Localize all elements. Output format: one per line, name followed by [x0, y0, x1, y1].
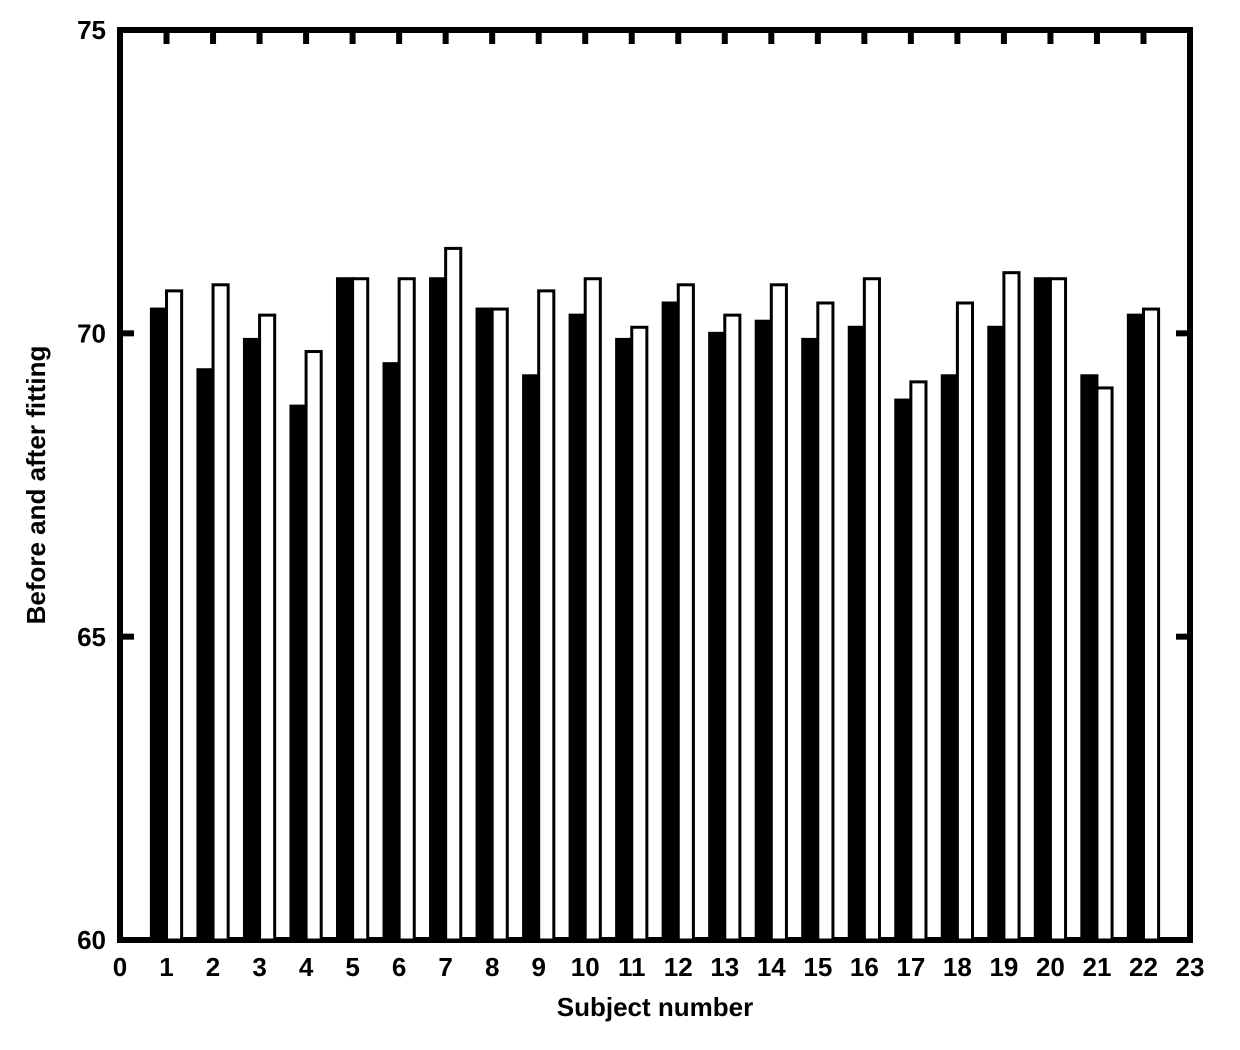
bar-before: [570, 315, 585, 940]
bar-after: [632, 327, 647, 940]
x-axis-label: Subject number: [557, 992, 753, 1022]
bar-after: [306, 352, 321, 940]
bar-before: [244, 339, 259, 940]
bar-before: [384, 364, 399, 940]
bar-after: [818, 303, 833, 940]
bar-after: [771, 285, 786, 940]
bar-after: [864, 279, 879, 940]
x-tick-label: 14: [757, 952, 786, 982]
bar-before: [1035, 279, 1050, 940]
x-tick-label: 0: [113, 952, 127, 982]
x-tick-label: 19: [989, 952, 1018, 982]
x-tick-label: 13: [710, 952, 739, 982]
bar-before: [710, 333, 725, 940]
bar-after: [1097, 388, 1112, 940]
y-axis-label: Before and after fitting: [21, 346, 51, 625]
x-tick-label: 11: [618, 952, 646, 982]
bar-before: [896, 400, 911, 940]
x-tick-label: 6: [392, 952, 406, 982]
x-tick-label: 3: [252, 952, 266, 982]
bar-before: [337, 279, 352, 940]
y-tick-label: 60: [77, 925, 106, 955]
x-tick-label: 15: [803, 952, 832, 982]
bar-before: [617, 339, 632, 940]
bar-before: [942, 376, 957, 940]
x-tick-label: 5: [345, 952, 359, 982]
bar-before: [1082, 376, 1097, 940]
bar-after: [1004, 273, 1019, 940]
bar-after: [353, 279, 368, 940]
bar-after: [492, 309, 507, 940]
bar-before: [151, 309, 166, 940]
bar-after: [1050, 279, 1065, 940]
bar-after: [167, 291, 182, 940]
bar-after: [585, 279, 600, 940]
bar-before: [291, 406, 306, 940]
x-tick-label: 12: [664, 952, 693, 982]
bar-after: [399, 279, 414, 940]
bar-before: [1128, 315, 1143, 940]
bar-after: [446, 248, 461, 940]
y-tick-label: 65: [77, 622, 106, 652]
x-tick-label: 9: [531, 952, 545, 982]
bar-before: [524, 376, 539, 940]
bar-after: [957, 303, 972, 940]
x-tick-label: 2: [206, 952, 220, 982]
x-tick-label: 20: [1036, 952, 1065, 982]
x-tick-label: 4: [299, 952, 314, 982]
bar-before: [198, 370, 213, 940]
x-tick-label: 23: [1176, 952, 1205, 982]
y-tick-label: 75: [77, 15, 106, 45]
y-tick-label: 70: [77, 318, 106, 348]
x-tick-label: 22: [1129, 952, 1158, 982]
x-tick-label: 8: [485, 952, 499, 982]
bar-after: [213, 285, 228, 940]
bar-before: [477, 309, 492, 940]
x-tick-label: 10: [571, 952, 600, 982]
x-tick-label: 1: [159, 952, 173, 982]
x-tick-label: 7: [438, 952, 452, 982]
bar-before: [756, 321, 771, 940]
x-tick-label: 17: [896, 952, 925, 982]
bar-after: [539, 291, 554, 940]
bar-after: [911, 382, 926, 940]
bar-before: [849, 327, 864, 940]
bar-before: [663, 303, 678, 940]
bar-before: [989, 327, 1004, 940]
x-tick-label: 16: [850, 952, 879, 982]
x-tick-label: 18: [943, 952, 972, 982]
bar-before: [803, 339, 818, 940]
bar-after: [725, 315, 740, 940]
bar-after: [678, 285, 693, 940]
bar-chart: 0123456789101112131415161718192021222360…: [0, 0, 1240, 1050]
bar-after: [1143, 309, 1158, 940]
chart-svg: 0123456789101112131415161718192021222360…: [0, 0, 1240, 1050]
x-tick-label: 21: [1082, 952, 1111, 982]
bar-after: [260, 315, 275, 940]
bar-before: [431, 279, 446, 940]
